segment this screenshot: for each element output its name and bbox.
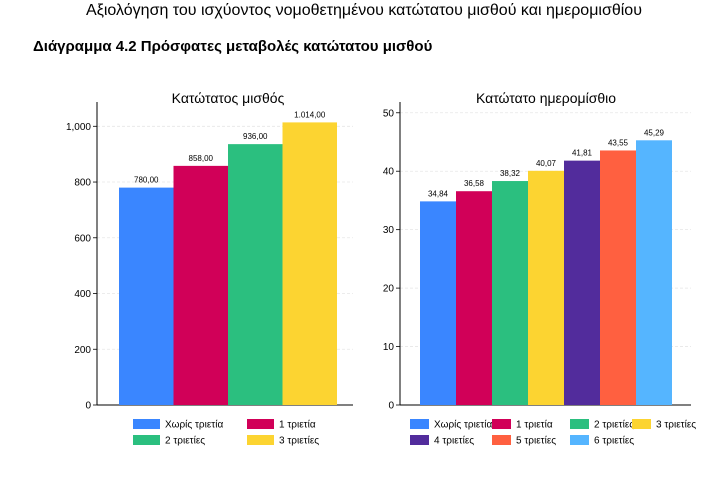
data-label: 40,07 bbox=[536, 159, 557, 168]
legend-label: 3 τριετίες bbox=[656, 419, 696, 431]
legend-label: 1 τριετία bbox=[279, 419, 316, 431]
data-label: 34,84 bbox=[428, 189, 449, 198]
y-tick-label: 40 bbox=[383, 167, 395, 178]
bar bbox=[564, 160, 600, 405]
bar bbox=[173, 165, 228, 405]
legend-swatch bbox=[410, 435, 429, 445]
data-label: 41,81 bbox=[572, 149, 593, 158]
legend-label: 4 τριετίες bbox=[434, 435, 474, 447]
bar bbox=[492, 181, 528, 405]
legend-swatch bbox=[632, 419, 651, 429]
y-tick-label: 50 bbox=[383, 108, 395, 119]
bar bbox=[119, 187, 174, 405]
chart-title: Κατώτατο ημερομίσθιο bbox=[476, 90, 616, 106]
legend-swatch bbox=[133, 435, 160, 445]
y-tick-label: 1,000 bbox=[66, 122, 91, 133]
bar bbox=[282, 122, 337, 406]
legend-swatch bbox=[570, 419, 589, 429]
legend-label: 1 τριετία bbox=[516, 419, 553, 431]
data-label: 45,29 bbox=[644, 128, 665, 137]
chart-title: Κατώτατος μισθός bbox=[172, 90, 285, 106]
legend-swatch bbox=[133, 419, 160, 429]
document-title: Αξιολόγηση του ισχύοντος νομοθετημένου κ… bbox=[86, 2, 642, 19]
data-label: 38,32 bbox=[500, 169, 521, 178]
data-label: 936,00 bbox=[243, 132, 268, 141]
y-tick-label: 20 bbox=[383, 284, 395, 295]
data-label: 1.014,00 bbox=[294, 110, 326, 119]
data-label: 36,58 bbox=[464, 179, 485, 188]
data-label: 858,00 bbox=[189, 154, 214, 163]
y-tick-label: 0 bbox=[388, 401, 394, 412]
legend-swatch bbox=[492, 419, 511, 429]
legend-label: Χωρίς τριετία bbox=[434, 419, 492, 431]
data-label: 780,00 bbox=[134, 176, 159, 185]
legend-label: 3 τριετίες bbox=[279, 435, 319, 447]
bar bbox=[528, 170, 564, 405]
y-tick-label: 200 bbox=[74, 345, 91, 356]
legend-swatch bbox=[570, 435, 589, 445]
bar bbox=[456, 191, 492, 405]
y-tick-label: 10 bbox=[383, 342, 395, 353]
legend-label: 5 τριετίες bbox=[516, 435, 556, 447]
legend-swatch bbox=[247, 435, 274, 445]
figure-title: Διάγραμμα 4.2 Πρόσφατες μεταβολές κατώτα… bbox=[33, 38, 433, 55]
chart-1: Κατώτατος μισθός 0 200 400 600 800 1,000 780,00… bbox=[66, 90, 353, 447]
legend-label: 6 τριετίες bbox=[594, 435, 634, 447]
bar bbox=[600, 150, 636, 405]
bar bbox=[228, 144, 283, 405]
y-tick-label: 30 bbox=[383, 225, 395, 236]
legend-label: Χωρίς τριετία bbox=[165, 419, 223, 431]
legend-label: 2 τριετίες bbox=[165, 435, 205, 447]
legend-swatch bbox=[410, 419, 429, 429]
bar bbox=[636, 140, 672, 405]
bar bbox=[420, 201, 456, 405]
y-tick-label: 800 bbox=[74, 178, 91, 189]
legend-swatch bbox=[492, 435, 511, 445]
chart-2: Κατώτατο ημερομίσθιο 0 10 20 30 40 50 34,84 36,5… bbox=[383, 90, 696, 447]
legend-swatch bbox=[247, 419, 274, 429]
y-tick-label: 600 bbox=[74, 233, 91, 244]
data-label: 43,55 bbox=[608, 138, 629, 147]
y-tick-label: 400 bbox=[74, 289, 91, 300]
legend-label: 2 τριετίες bbox=[594, 419, 634, 431]
y-tick-label: 0 bbox=[85, 401, 91, 412]
